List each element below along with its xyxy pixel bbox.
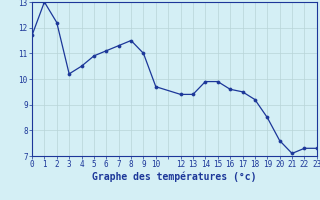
X-axis label: Graphe des températures (°c): Graphe des températures (°c) xyxy=(92,172,257,182)
